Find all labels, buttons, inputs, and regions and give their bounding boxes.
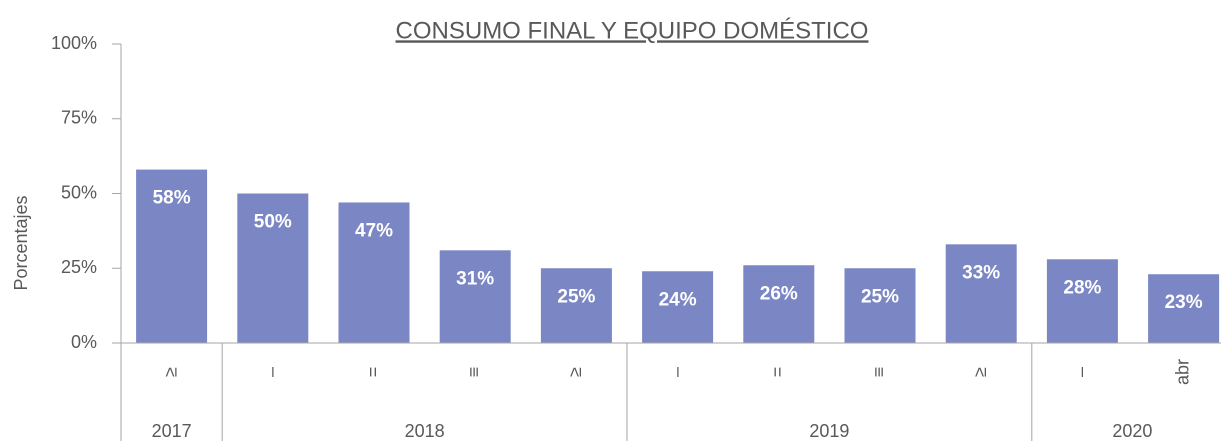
y-tick-label: 25%	[61, 257, 97, 277]
data-label: 25%	[861, 286, 899, 307]
y-axis-label: Porcentajes	[11, 195, 31, 290]
x-tick-label: –	[666, 367, 686, 377]
chart-title: CONSUMO FINAL Y EQUIPO DOMÉSTICO	[396, 17, 869, 44]
bar	[338, 202, 410, 343]
x-tick-label: ≥	[160, 367, 180, 377]
bar	[642, 271, 714, 343]
group-label: 2019	[809, 421, 849, 441]
data-label: 28%	[1063, 277, 1101, 298]
y-tick-label: 0%	[71, 332, 97, 352]
x-tick-label: ≡	[869, 367, 889, 378]
bar	[844, 268, 916, 343]
x-tick-label: ≥	[970, 367, 990, 377]
data-label: 31%	[456, 268, 494, 289]
data-label: 25%	[557, 286, 595, 307]
x-tick-label: –	[1071, 367, 1091, 377]
bar	[237, 193, 309, 343]
data-label: 58%	[153, 188, 191, 209]
group-label: 2017	[152, 421, 192, 441]
x-tick-label: abr	[1172, 359, 1192, 385]
x-tick-label: ≥	[565, 367, 585, 377]
y-tick-label: 100%	[51, 33, 97, 53]
group-label: 2020	[1112, 421, 1152, 441]
bar	[1046, 259, 1118, 343]
data-label: 47%	[355, 220, 393, 241]
x-tick-label: =	[363, 367, 383, 378]
bar	[136, 169, 208, 343]
group-label: 2018	[405, 421, 445, 441]
data-label: 50%	[254, 212, 292, 233]
bar	[743, 265, 815, 343]
x-tick-label: =	[768, 367, 788, 378]
bar	[540, 268, 612, 343]
x-tick-label: ≡	[464, 367, 484, 378]
y-tick-label: 50%	[61, 182, 97, 202]
data-label: 24%	[659, 289, 697, 310]
bar	[439, 250, 511, 343]
data-label: 23%	[1165, 292, 1203, 313]
data-label: 26%	[760, 283, 798, 304]
y-tick-label: 75%	[61, 108, 97, 128]
bar	[945, 244, 1017, 343]
bar	[1148, 274, 1220, 343]
x-tick-label: –	[262, 367, 282, 377]
data-label: 33%	[962, 262, 1000, 283]
